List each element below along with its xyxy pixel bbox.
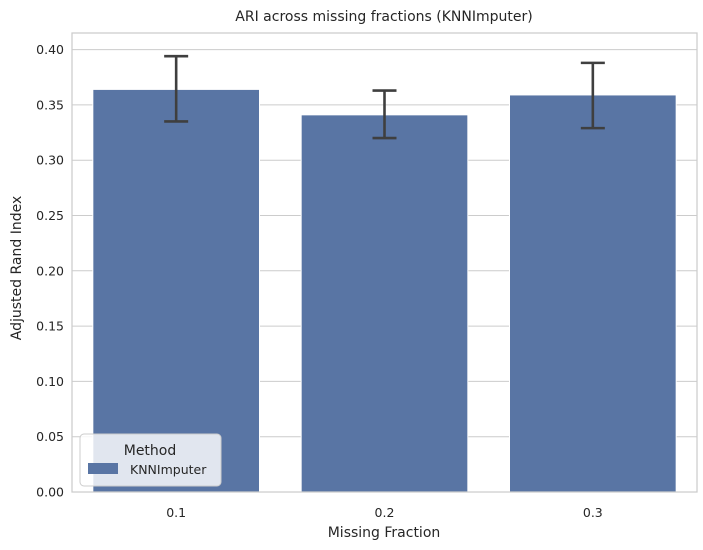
- legend-label: KNNImputer: [130, 462, 207, 477]
- y-tick-label: 0.15: [36, 319, 64, 334]
- y-tick-label: 0.05: [36, 429, 64, 444]
- y-tick-label: 0.00: [36, 485, 64, 500]
- x-tick-label: 0.1: [166, 505, 186, 520]
- error-bar: [580, 61, 605, 130]
- legend-title: Method: [124, 443, 177, 459]
- error-bar: [164, 54, 189, 123]
- y-tick-label: 0.40: [36, 42, 64, 57]
- error-bar: [372, 89, 397, 140]
- bar: [509, 94, 677, 493]
- legend-box: [79, 433, 222, 487]
- y-tick-label: 0.30: [36, 153, 64, 168]
- y-axis-label: Adjusted Rand Index: [9, 196, 25, 340]
- x-tick-labels: 0.1 0.2 0.3: [166, 505, 603, 520]
- bars: [92, 88, 677, 493]
- y-tick-label: 0.35: [36, 97, 64, 112]
- y-tick-labels: 0.00 0.05 0.10 0.15 0.20 0.25 0.30 0.35 0.40: [36, 42, 64, 499]
- x-tick-label: 0.3: [583, 505, 603, 520]
- bar: [300, 114, 469, 493]
- y-tick-label: 0.25: [36, 208, 64, 223]
- x-axis-label: Missing Fraction: [328, 525, 441, 541]
- chart-title: ARI across missing fractions (KNNImputer…: [235, 9, 532, 25]
- legend: Method KNNImputer: [79, 433, 222, 487]
- legend-swatch: [88, 463, 118, 474]
- plot-frame: [71, 32, 698, 493]
- x-tick-label: 0.2: [375, 505, 395, 520]
- bar: [92, 88, 261, 493]
- y-tick-label: 0.20: [36, 263, 64, 278]
- y-tick-label: 0.10: [36, 374, 64, 389]
- error-bars: [164, 54, 605, 140]
